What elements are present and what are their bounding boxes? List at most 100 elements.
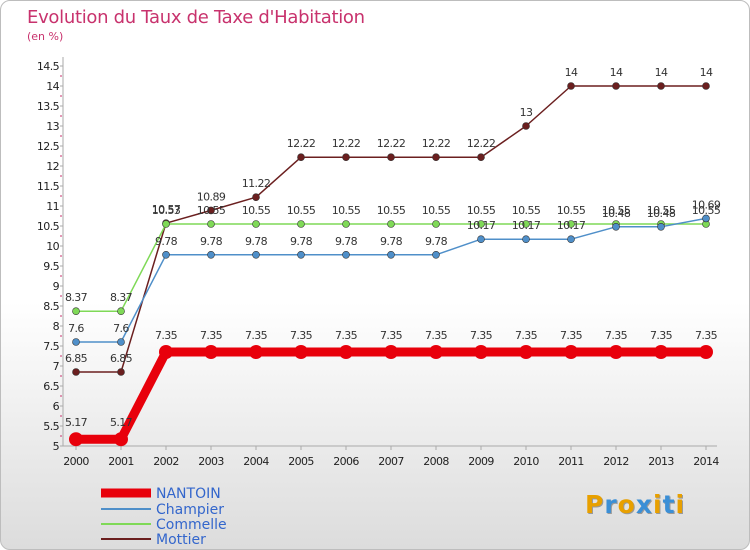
data-label: 12.22	[287, 137, 316, 150]
data-label: 13	[520, 106, 533, 119]
data-point	[429, 345, 443, 359]
data-label: 10.55	[287, 204, 316, 217]
data-label: 10.55	[332, 204, 361, 217]
data-point	[567, 220, 575, 228]
brand-letter: i	[675, 490, 686, 519]
data-point	[522, 235, 530, 243]
y-tick-label: 8.5	[43, 300, 59, 313]
data-point	[69, 432, 83, 447]
data-point	[564, 345, 578, 359]
x-tick-label: 2013	[648, 455, 674, 468]
data-point	[252, 220, 260, 228]
data-label: 10.55	[197, 204, 226, 217]
y-tick-label: 11.5	[37, 180, 60, 193]
y-tick-label: 12.5	[37, 140, 60, 153]
data-label: 9.78	[290, 235, 313, 248]
data-label: 7.35	[470, 329, 493, 342]
data-point	[252, 251, 260, 259]
x-tick-label: 2014	[693, 455, 719, 468]
data-point	[342, 153, 350, 161]
data-point	[387, 153, 395, 161]
x-tick-label: 2012	[603, 455, 629, 468]
x-tick-label: 2000	[63, 455, 89, 468]
brand-letter: t	[662, 490, 676, 519]
data-point	[72, 368, 80, 376]
data-point	[702, 214, 710, 223]
data-point	[162, 220, 170, 228]
data-label: 10.55	[647, 204, 676, 217]
data-label: 7.35	[155, 329, 178, 342]
data-label: 9.78	[155, 235, 178, 248]
data-label: 7.35	[245, 329, 268, 342]
data-point	[117, 307, 125, 316]
data-label: 10.55	[602, 204, 631, 217]
data-point	[522, 122, 530, 130]
data-label: 14	[610, 66, 623, 79]
brand-letter: o	[617, 490, 636, 519]
y-tick-label: 12	[46, 160, 59, 173]
data-label: 12.22	[422, 137, 451, 150]
y-tick-label: 5.5	[43, 420, 59, 433]
y-tick-label: 10	[46, 240, 59, 253]
data-label: 10.55	[422, 204, 451, 217]
y-tick-label: 9.5	[43, 260, 59, 273]
data-label: 6.85	[65, 352, 88, 365]
data-point	[567, 235, 575, 243]
brand-letter: P	[585, 490, 605, 519]
data-point	[474, 345, 488, 359]
data-point	[477, 153, 485, 161]
data-point	[339, 345, 353, 359]
data-label: 5.17	[65, 416, 88, 429]
data-label: 9.78	[200, 235, 223, 248]
data-label: 7.6	[113, 322, 129, 335]
data-point	[207, 220, 215, 228]
proxiti-logo: Proxiti	[585, 490, 685, 519]
data-label: 7.6	[68, 322, 84, 335]
data-point	[297, 220, 305, 228]
data-label: 9.78	[380, 235, 403, 248]
data-point	[522, 220, 530, 228]
data-label: 12.22	[467, 137, 496, 150]
data-point	[612, 82, 620, 90]
chart-title: Evolution du Taux de Taxe d'Habitation	[27, 7, 365, 28]
data-label: 9.78	[335, 235, 358, 248]
x-tick-label: 2008	[423, 455, 449, 468]
y-tick-label: 13.5	[37, 100, 60, 113]
data-label: 14	[655, 66, 668, 79]
y-tick-label: 14	[46, 80, 59, 93]
y-tick-label: 6.5	[43, 380, 59, 393]
data-point	[432, 220, 440, 228]
data-point	[162, 251, 170, 259]
data-point	[207, 251, 215, 259]
data-label: 14	[565, 66, 578, 79]
data-label: 10.55	[512, 204, 541, 217]
data-label: 7.35	[695, 329, 718, 342]
data-point	[297, 251, 305, 259]
data-label: 6.85	[110, 352, 133, 365]
data-point	[657, 82, 665, 90]
data-label: 10.55	[692, 204, 721, 217]
data-label: 12.22	[377, 137, 406, 150]
data-label: 10.48	[602, 207, 631, 220]
data-point	[567, 82, 575, 90]
data-point	[342, 220, 350, 228]
data-point	[72, 338, 80, 346]
data-label: 10.89	[197, 190, 226, 203]
data-label: 10.69	[692, 198, 721, 211]
data-point	[249, 345, 263, 359]
data-point	[657, 223, 665, 231]
data-point	[72, 307, 80, 316]
data-point	[297, 153, 305, 161]
x-tick-label: 2007	[378, 455, 404, 468]
data-point	[159, 345, 173, 359]
data-point	[204, 345, 218, 359]
data-label: 7.35	[605, 329, 628, 342]
data-label: 7.35	[425, 329, 448, 342]
y-tick-label: 8	[53, 320, 60, 333]
x-tick-label: 2009	[468, 455, 494, 468]
brand-letter: i	[653, 490, 663, 519]
y-axis-unit: (en %)	[27, 30, 64, 43]
y-tick-label: 11	[46, 200, 59, 213]
data-label: 10.17	[512, 219, 541, 232]
